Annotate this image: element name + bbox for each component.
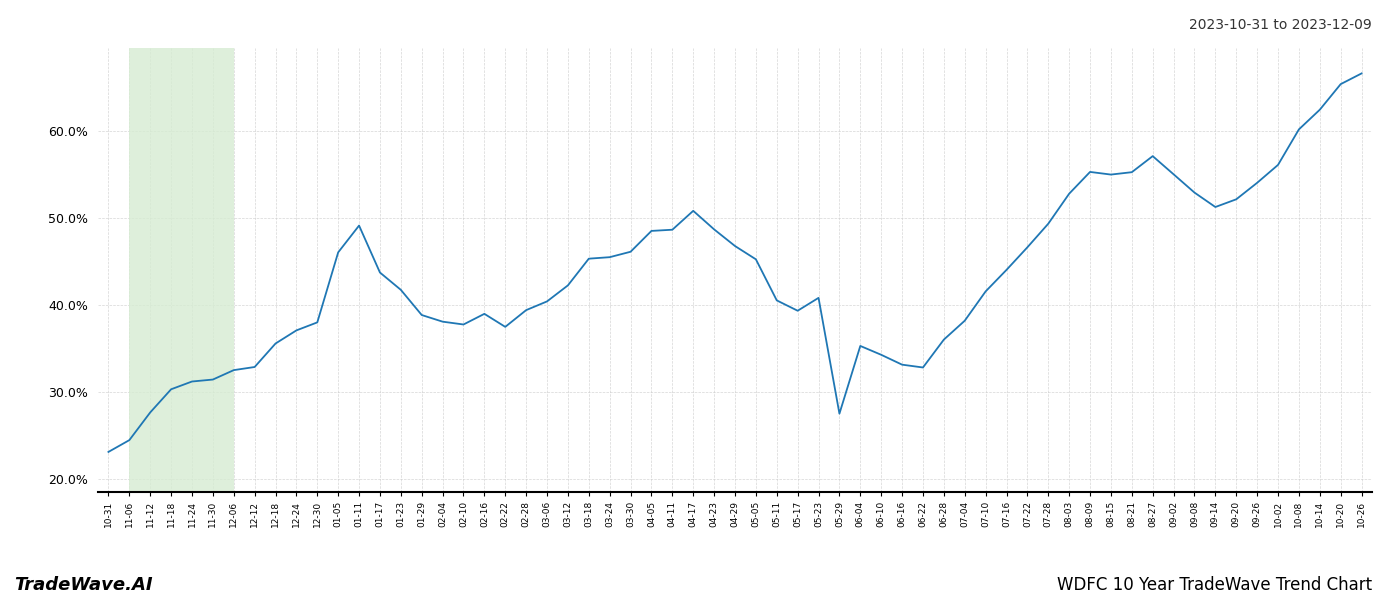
Text: TradeWave.AI: TradeWave.AI — [14, 576, 153, 594]
Text: WDFC 10 Year TradeWave Trend Chart: WDFC 10 Year TradeWave Trend Chart — [1057, 576, 1372, 594]
Bar — [129, 48, 234, 492]
Text: 2023-10-31 to 2023-12-09: 2023-10-31 to 2023-12-09 — [1189, 18, 1372, 32]
